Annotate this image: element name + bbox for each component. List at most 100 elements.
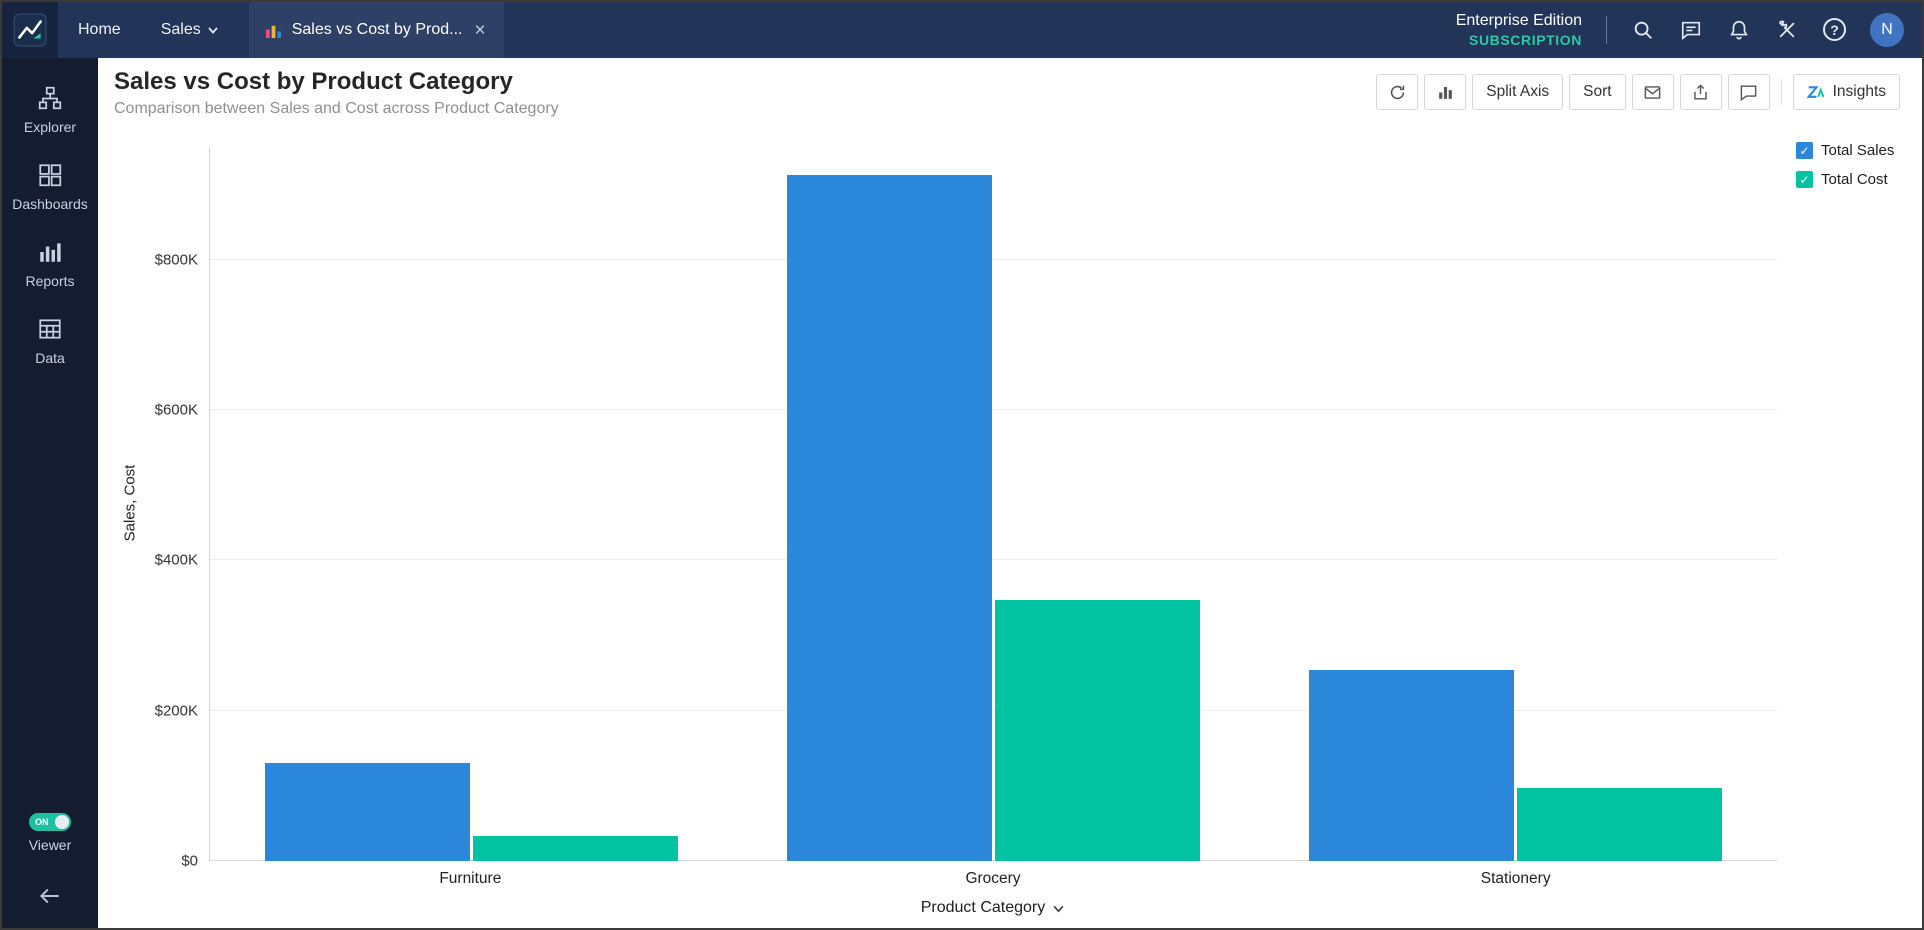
bar-total-cost-stationery[interactable]	[1517, 788, 1723, 861]
chart-legend: ✓ Total Sales ✓ Total Cost	[1796, 142, 1894, 188]
legend-label: Total Cost	[1821, 171, 1888, 188]
bar-total-sales-grocery[interactable]	[786, 174, 992, 861]
chart-type-icon	[1438, 86, 1452, 99]
nav-home[interactable]: Home	[58, 2, 141, 58]
bar-group-stationery	[1255, 147, 1777, 861]
subscription-link[interactable]: SUBSCRIPTION	[1469, 32, 1582, 49]
bar-group-grocery	[732, 147, 1254, 861]
gridline	[210, 559, 1777, 561]
split-axis-label: Split Axis	[1486, 83, 1550, 100]
toggle-knob	[54, 815, 69, 829]
y-tick-label: $400K	[154, 551, 198, 569]
envelope-icon	[1644, 85, 1661, 99]
sort-button[interactable]: Sort	[1569, 74, 1626, 110]
refresh-icon	[1390, 85, 1404, 99]
y-tick-label: $800K	[154, 251, 198, 269]
report-content: Sales vs Cost by Product Category Compar…	[98, 58, 1922, 928]
y-tick-label: $0	[181, 852, 198, 870]
report-toolbar: Split Axis Sort	[1376, 74, 1900, 110]
tools-icon[interactable]	[1775, 18, 1799, 42]
tab-sales-vs-cost[interactable]: Sales vs Cost by Prod... ×	[248, 2, 504, 58]
x-category-label-furniture: Furniture	[439, 870, 502, 887]
explorer-icon	[38, 86, 62, 110]
chevron-down-icon	[208, 27, 218, 34]
comments-button[interactable]	[1727, 74, 1770, 110]
collapse-sidebar-icon[interactable]	[37, 883, 63, 914]
sort-label: Sort	[1583, 83, 1612, 100]
comment-icon	[1740, 84, 1757, 101]
gridline	[210, 709, 1777, 711]
chart-type-button[interactable]	[1424, 74, 1467, 110]
y-ticks: $0 $200K $400K $600K $800K	[140, 147, 198, 869]
top-navigation-bar: Home Sales Sales vs Cost by Prod... × En…	[2, 2, 1922, 58]
bar-total-cost-grocery[interactable]	[994, 600, 1200, 861]
viewer-mode-toggle[interactable]: ON	[28, 813, 71, 831]
y-tick-label: $600K	[154, 401, 198, 419]
sidebar-label-reports: Reports	[25, 273, 75, 289]
sidebar-item-explorer[interactable]: Explorer	[2, 72, 98, 149]
split-axis-button[interactable]: Split Axis	[1472, 74, 1564, 110]
sidebar-label-data: Data	[35, 350, 65, 366]
sidebar-item-dashboards[interactable]: Dashboards	[2, 149, 98, 226]
tab-title: Sales vs Cost by Prod...	[291, 21, 463, 38]
plot-area	[209, 147, 1777, 861]
topbar-divider	[1606, 15, 1607, 44]
report-header: Sales vs Cost by Product Category Compar…	[114, 68, 559, 118]
bar-group-furniture	[210, 147, 732, 861]
left-sidebar: Explorer Dashboards Reports Data ON View…	[2, 58, 98, 928]
edition-block: Enterprise Edition SUBSCRIPTION	[1456, 11, 1582, 50]
nav-sales-label: Sales	[160, 21, 201, 38]
gridline	[210, 409, 1777, 411]
x-axis-title-label: Product Category	[920, 899, 1046, 916]
mini-bar-chart-icon	[265, 25, 281, 38]
legend-checkbox[interactable]: ✓	[1796, 142, 1813, 159]
bar-total-cost-furniture[interactable]	[472, 836, 678, 861]
insights-button[interactable]: Insights	[1792, 74, 1900, 110]
x-categories: Furniture Grocery Stationery	[209, 870, 1777, 888]
legend-checkbox[interactable]: ✓	[1796, 171, 1813, 188]
search-icon[interactable]	[1631, 18, 1655, 42]
y-tick-label: $200K	[154, 702, 198, 720]
y-axis-title: Sales, Cost	[121, 464, 139, 542]
refresh-button[interactable]	[1376, 74, 1419, 110]
topbar-right-cluster: Enterprise Edition SUBSCRIPTION ? N	[1456, 11, 1922, 50]
email-button[interactable]	[1631, 74, 1674, 110]
analytics-logo-icon	[13, 13, 47, 47]
feedback-chat-icon[interactable]	[1679, 18, 1703, 42]
help-icon[interactable]: ?	[1823, 18, 1846, 42]
data-table-icon	[39, 319, 61, 339]
x-axis-dimension-selector[interactable]: Product Category	[209, 899, 1777, 917]
legend-item-total-sales[interactable]: ✓ Total Sales	[1796, 142, 1894, 159]
bar-total-sales-stationery[interactable]	[1309, 670, 1515, 861]
app-logo[interactable]	[2, 2, 58, 58]
sidebar-label-explorer: Explorer	[23, 119, 77, 135]
sidebar-item-data[interactable]: Data	[2, 303, 98, 380]
sidebar-item-reports[interactable]: Reports	[2, 226, 98, 303]
zia-insights-icon	[1806, 85, 1824, 98]
legend-label: Total Sales	[1821, 142, 1895, 159]
page-title: Sales vs Cost by Product Category	[114, 68, 513, 95]
viewer-label: Viewer	[28, 837, 72, 853]
gridline	[210, 258, 1777, 260]
legend-item-total-cost[interactable]: ✓ Total Cost	[1796, 171, 1894, 188]
user-avatar[interactable]: N	[1870, 12, 1904, 47]
nav-home-label: Home	[78, 21, 121, 38]
tab-close-icon[interactable]: ×	[474, 19, 486, 41]
bar-total-sales-furniture[interactable]	[264, 762, 470, 861]
toggle-state-label: ON	[34, 817, 49, 827]
export-icon	[1694, 83, 1707, 100]
notifications-bell-icon[interactable]	[1727, 18, 1751, 42]
reports-icon	[40, 243, 61, 262]
x-category-label-grocery: Grocery	[965, 870, 1021, 887]
toolbar-separator	[1780, 79, 1782, 105]
edition-label: Enterprise Edition	[1455, 11, 1582, 29]
nav-sales-menu[interactable]: Sales	[141, 2, 239, 58]
export-share-button[interactable]	[1679, 74, 1722, 110]
insights-label: Insights	[1832, 83, 1886, 100]
sidebar-label-dashboards: Dashboards	[12, 196, 88, 212]
page-subtitle: Comparison between Sales and Cost across…	[114, 100, 559, 117]
dashboards-icon	[39, 164, 62, 187]
gridline	[210, 860, 1777, 861]
chevron-down-icon	[1053, 905, 1064, 913]
